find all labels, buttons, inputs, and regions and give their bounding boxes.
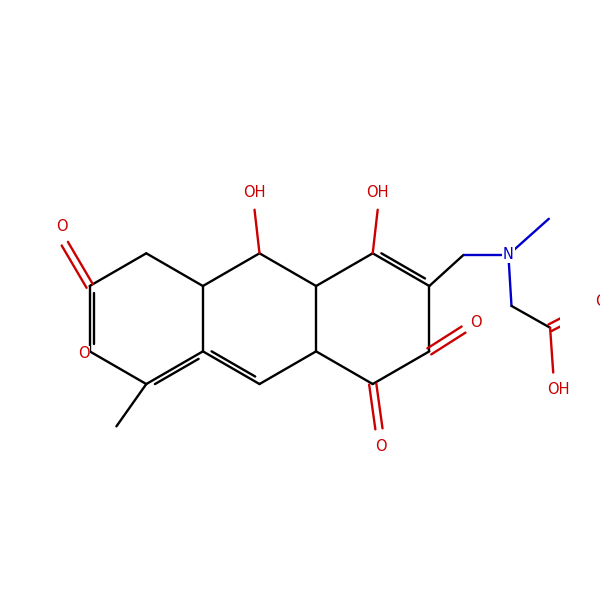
Text: O: O bbox=[376, 439, 387, 454]
Text: OH: OH bbox=[367, 185, 389, 200]
Text: O: O bbox=[77, 346, 89, 361]
Text: N: N bbox=[503, 247, 514, 262]
Text: OH: OH bbox=[243, 185, 266, 200]
Text: O: O bbox=[595, 294, 600, 309]
Text: O: O bbox=[470, 314, 482, 329]
Text: OH: OH bbox=[547, 382, 569, 397]
Text: O: O bbox=[56, 219, 68, 234]
